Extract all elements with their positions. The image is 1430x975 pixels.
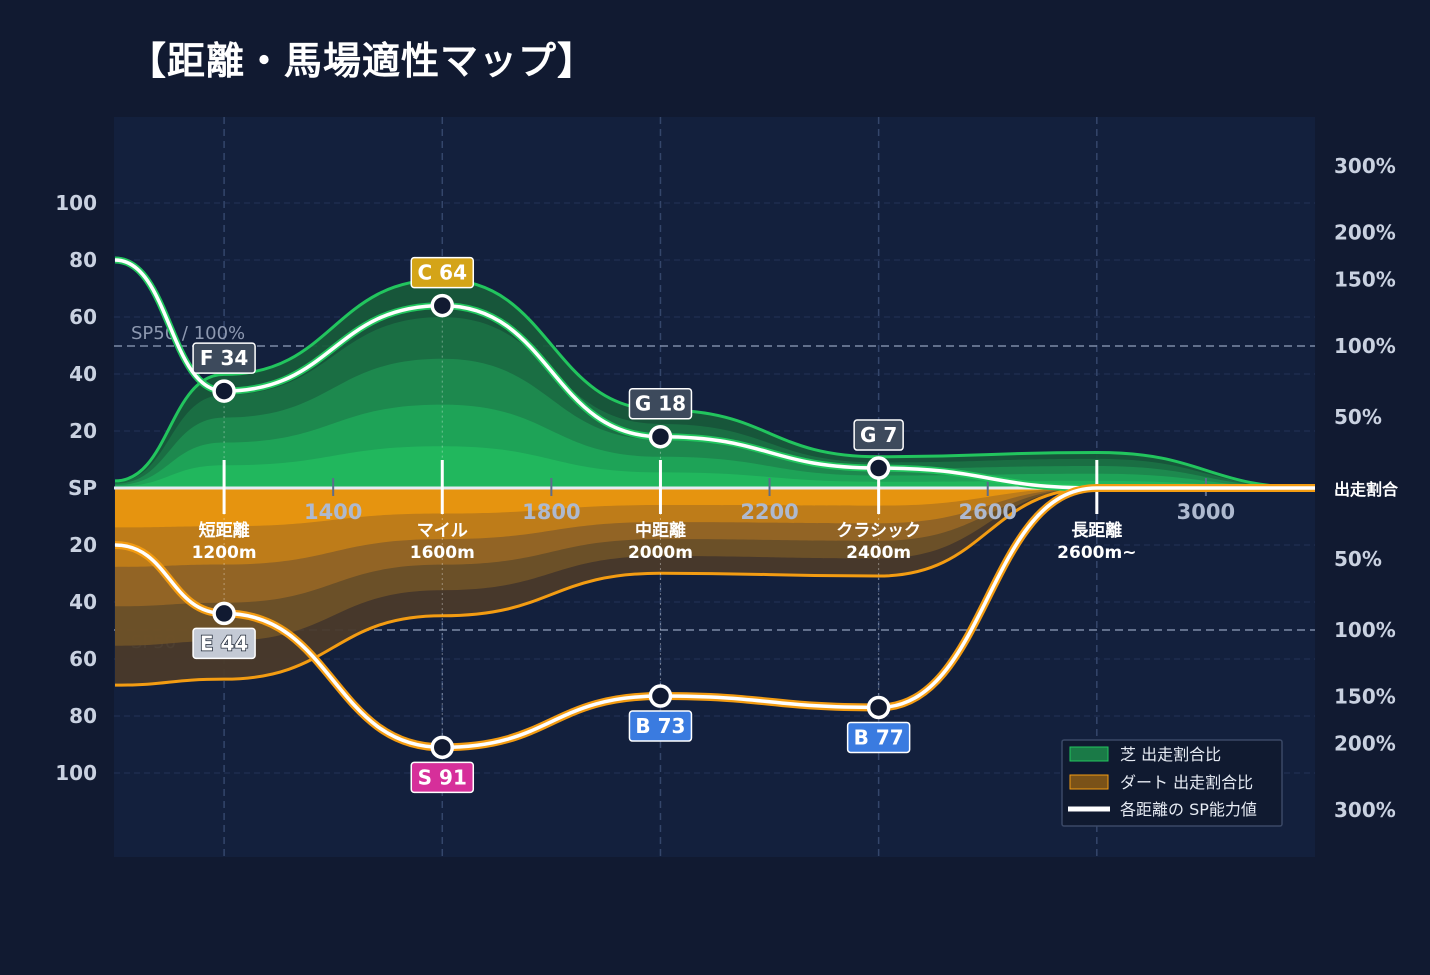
sp-grade-badge — [192, 342, 256, 374]
sp-grade-label: G 7 — [860, 423, 897, 447]
sp-grade-badge — [192, 627, 256, 660]
y-tick-label: 60 — [69, 305, 97, 329]
legend: 芝 出走割合比 ダート 出走割合比 各距離の SP能力値 — [1061, 739, 1283, 827]
legend-turf-label: 芝 出走割合比 — [1120, 745, 1221, 764]
y2-tick-label: 50% — [1334, 547, 1382, 571]
x-tick-label: 3000 — [1177, 500, 1235, 524]
category-distance: 2400m — [846, 543, 911, 563]
category-distance: 1600m — [410, 543, 475, 563]
dirt-sp-point — [866, 695, 891, 720]
chart-title: 【距離・馬場適性マップ】 — [128, 39, 597, 83]
category-distance: 2600m~ — [1057, 543, 1136, 563]
dirt-ratio-layer — [115, 488, 1315, 528]
y-tick-label: 80 — [69, 248, 97, 272]
sp-grade-badge — [846, 721, 911, 754]
turf-sp-point — [430, 293, 455, 318]
y-tick-label: 20 — [69, 419, 97, 443]
category-distance: 1200m — [192, 543, 257, 563]
legend-turf-swatch — [1069, 746, 1109, 762]
y2-tick-label: 150% — [1334, 684, 1396, 708]
sp-grade-label: F 34 — [200, 346, 248, 370]
x-tick-label: 1400 — [304, 500, 362, 524]
y2-tick-label: 150% — [1334, 268, 1396, 292]
y-tick-label: 60 — [69, 647, 97, 671]
y2-tick-label: 100% — [1334, 618, 1396, 642]
sp-grade-badge — [628, 387, 693, 420]
dirt-sp-point — [430, 735, 455, 760]
category-name: 中距離 — [635, 520, 686, 541]
turf-sp-point — [212, 379, 236, 403]
category-name: 長距離 — [1071, 520, 1122, 541]
sp-grade-label: B 77 — [854, 725, 904, 749]
category-name: 短距離 — [199, 520, 250, 541]
sp-grade-badge — [410, 256, 475, 289]
legend-box — [1061, 739, 1283, 827]
sp-grade-label: G 18 — [635, 392, 686, 416]
turf-sp-point — [866, 456, 891, 480]
x-tick-label: 1800 — [522, 500, 580, 524]
y2-tick-label: 出走割合 — [1334, 480, 1399, 499]
sp-grade-label: C 64 — [418, 261, 467, 285]
y-tick-label: 80 — [69, 704, 97, 728]
sp-grade-badge — [853, 419, 904, 451]
y2-tick-label: 300% — [1334, 798, 1396, 822]
y2-tick-label: 200% — [1334, 732, 1396, 756]
y2-tick-label: 50% — [1334, 405, 1382, 429]
reference-label-turf: SP50 / 100% — [131, 323, 245, 344]
turf-sp-point — [648, 424, 673, 449]
turf-ratio-layer — [115, 446, 1315, 488]
sp-grade-label: S 91 — [418, 765, 467, 789]
y-tick-label: SP — [68, 476, 97, 500]
legend-sp-label: 各距離の SP能力値 — [1120, 800, 1257, 819]
axis: 1400 1800 2200 2600 3000短距離1200mマイル1600m中距離2… — [55, 154, 1399, 822]
sp-grade-badge — [410, 761, 475, 794]
x-tick-label: 2200 — [740, 500, 798, 524]
sp-grade-badge — [628, 710, 693, 742]
y2-tick-label: 100% — [1334, 334, 1396, 358]
category-name: マイル — [417, 521, 468, 541]
sp-grade-label: B 73 — [635, 714, 685, 738]
sp-markers: F 34 C 64 G 18 G 7 E 44 S 91 B 73 B 77 — [192, 256, 911, 794]
y-tick-label: 20 — [69, 533, 97, 557]
dirt-sp-point — [648, 684, 673, 708]
y2-tick-label: 300% — [1334, 154, 1396, 178]
legend-dirt-label: ダート 出走割合比 — [1120, 773, 1253, 792]
y-tick-label: 40 — [69, 362, 97, 386]
y-tick-label: 40 — [69, 590, 97, 614]
x-tick-label: 2600 — [959, 500, 1017, 524]
y-tick-label: 100 — [55, 761, 97, 785]
dirt-sp-point — [212, 601, 236, 626]
category-distance: 2000m — [628, 543, 693, 563]
category-name: クラシック — [836, 521, 921, 541]
y-tick-label: 100 — [55, 191, 97, 215]
legend-dirt-swatch — [1069, 774, 1109, 790]
y2-tick-label: 200% — [1334, 220, 1396, 244]
sp-grade-label: E 44 — [200, 631, 248, 655]
